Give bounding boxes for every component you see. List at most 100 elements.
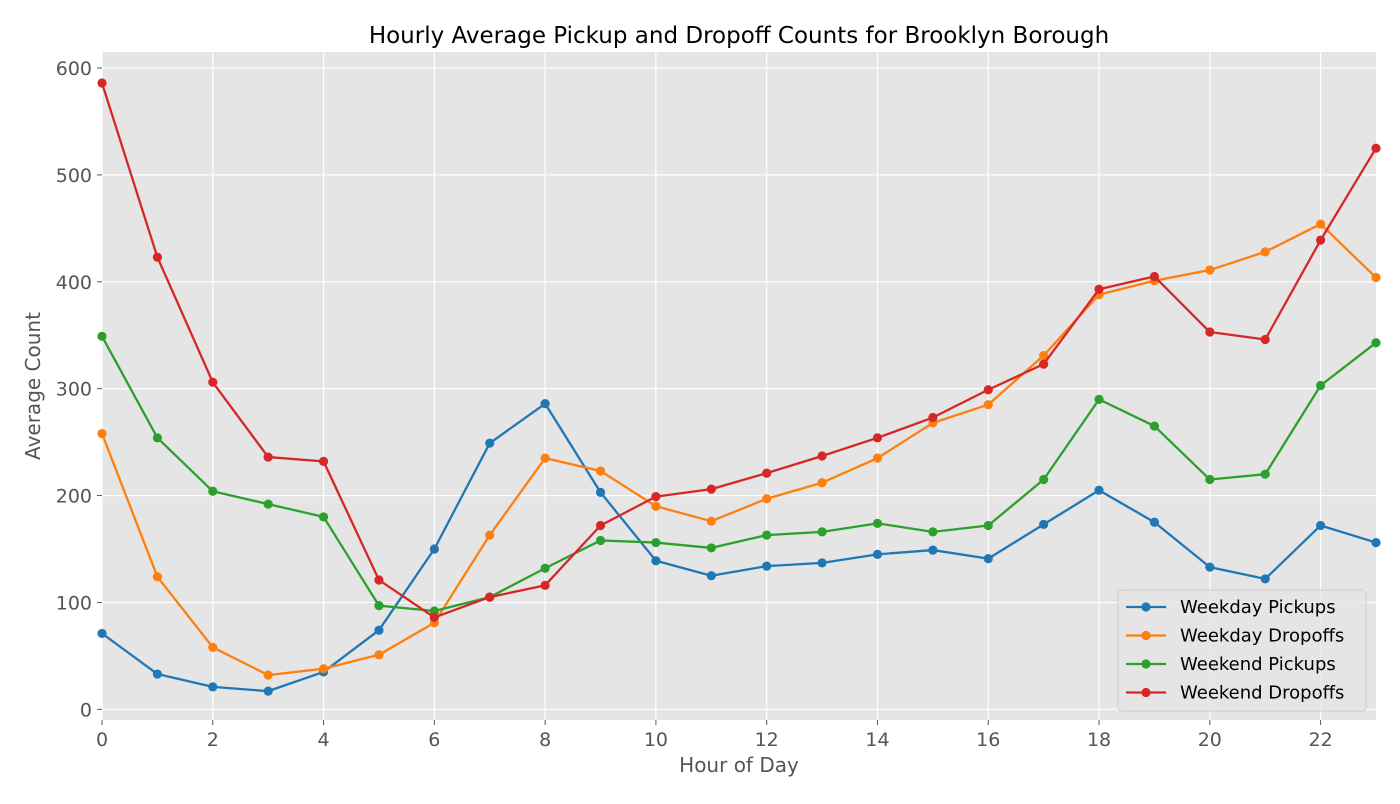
data-point — [983, 554, 993, 564]
x-tick-label: 6 — [428, 729, 440, 751]
data-point — [1039, 519, 1049, 530]
y-tick-label: 0 — [80, 699, 92, 721]
legend-label: Weekend Pickups — [1180, 654, 1336, 675]
data-point — [1205, 562, 1215, 572]
data-point — [1094, 485, 1104, 495]
data-point — [928, 545, 938, 555]
data-point — [1205, 327, 1215, 337]
x-tick-label: 8 — [539, 729, 551, 751]
data-point — [318, 664, 329, 674]
data-point — [152, 572, 162, 582]
data-point — [97, 331, 107, 341]
data-point — [651, 492, 661, 502]
legend-box — [1117, 589, 1367, 712]
y-tick-label: 500 — [56, 165, 92, 187]
data-point — [1039, 474, 1049, 485]
legend-marker — [1141, 659, 1151, 669]
data-point — [263, 452, 273, 462]
data-point — [1371, 338, 1381, 348]
legend-item-weekend-pickups: Weekend Pickups — [1126, 654, 1336, 675]
x-tick-label: 18 — [1087, 729, 1111, 751]
data-point — [1316, 380, 1326, 391]
data-point — [318, 456, 329, 466]
legend-item-weekend-dropoffs: Weekend Dropoffs — [1126, 683, 1344, 704]
legend-label: Weekend Dropoffs — [1180, 683, 1344, 704]
y-tick-label: 400 — [56, 272, 92, 294]
data-point — [1260, 247, 1270, 257]
legend-marker — [1141, 602, 1151, 612]
data-point — [1316, 219, 1326, 229]
data-point — [485, 438, 495, 448]
data-point — [1371, 272, 1381, 283]
data-point — [817, 527, 827, 537]
y-axis-ticks: 0 100 200 300 400 500 600 — [56, 58, 102, 721]
data-point — [1039, 359, 1049, 369]
data-point — [374, 575, 384, 585]
series-line — [100, 222, 1377, 677]
y-tick-label: 200 — [56, 486, 92, 508]
data-point — [263, 499, 273, 509]
data-point — [706, 571, 716, 581]
data-point — [1316, 235, 1326, 245]
x-axis-ticks: 0 2 4 6 8 10 12 14 16 18 20 22 — [96, 720, 1333, 751]
x-tick-label: 4 — [318, 729, 330, 751]
data-point — [152, 433, 162, 443]
data-point — [208, 377, 218, 387]
data-point — [263, 686, 273, 696]
y-tick-label: 600 — [56, 58, 92, 80]
legend-marker — [1141, 687, 1151, 698]
x-tick-label: 14 — [865, 729, 889, 751]
data-point — [651, 556, 661, 566]
x-tick-label: 10 — [644, 729, 668, 751]
data-point — [1260, 334, 1270, 345]
data-point — [1205, 474, 1215, 485]
data-point — [540, 399, 550, 409]
data-point — [1260, 469, 1270, 479]
y-axis-label: Average Count — [21, 312, 45, 460]
y-tick-label: 300 — [56, 379, 92, 401]
data-point — [651, 501, 661, 511]
data-point — [374, 650, 384, 660]
data-point — [97, 78, 107, 88]
data-point — [540, 563, 550, 573]
data-point — [429, 612, 439, 622]
x-tick-label: 22 — [1309, 729, 1333, 751]
data-point — [762, 494, 772, 504]
data-point — [872, 549, 883, 559]
data-point — [1149, 271, 1160, 282]
legend-marker — [1141, 630, 1151, 641]
data-point — [595, 487, 606, 497]
data-point — [1094, 394, 1104, 404]
data-point — [762, 468, 772, 478]
data-point — [429, 544, 439, 554]
data-point — [208, 642, 218, 652]
x-tick-label: 20 — [1198, 729, 1222, 751]
data-point — [485, 592, 495, 602]
data-point — [762, 530, 772, 540]
data-point — [706, 516, 716, 526]
data-point — [706, 484, 716, 494]
x-tick-label: 16 — [976, 729, 1000, 751]
data-point — [983, 385, 993, 395]
series-line — [100, 82, 1377, 619]
data-point — [1316, 520, 1326, 531]
legend-item-weekday-dropoffs: Weekday Dropoffs — [1126, 626, 1344, 647]
data-point — [872, 433, 883, 443]
legend-label: Weekday Pickups — [1180, 597, 1336, 618]
y-tick-label: 100 — [56, 592, 92, 614]
data-point — [1260, 574, 1270, 584]
data-point — [595, 535, 606, 546]
data-point — [208, 486, 218, 496]
data-point — [208, 682, 218, 692]
data-point — [1039, 350, 1049, 361]
data-point — [485, 530, 495, 540]
x-tick-label: 12 — [755, 729, 779, 751]
data-point — [97, 628, 107, 639]
data-point — [706, 543, 716, 553]
data-point — [429, 606, 439, 616]
data-point — [817, 558, 827, 568]
data-point — [928, 412, 938, 423]
data-point — [872, 453, 883, 463]
